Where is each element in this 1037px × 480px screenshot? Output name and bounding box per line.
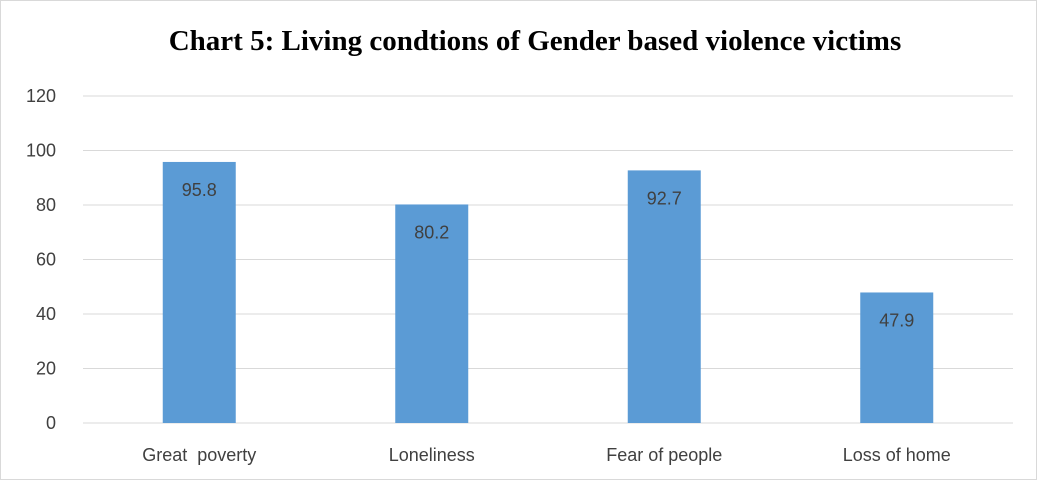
data-label: 47.9 [879,310,914,330]
x-category-label: Loneliness [389,445,475,465]
bar [860,292,934,423]
data-label: 95.8 [182,180,217,200]
x-category-label: Fear of people [606,445,722,465]
y-tick-label: 80 [36,195,56,215]
gridlines [83,95,1013,424]
y-tick-label: 40 [36,304,56,324]
x-category-label: Loss of home [843,445,951,465]
bar [627,170,701,423]
y-tick-label: 100 [26,141,56,161]
data-label: 92.7 [647,188,682,208]
y-tick-label: 0 [46,413,56,433]
bar [395,204,469,423]
bar [162,161,236,423]
x-axis-category-labels: Great poverty Loneliness Fear of people Los… [142,445,951,465]
data-label: 80.2 [414,222,449,242]
chart-title: Chart 5: Living condtions of Gender base… [169,25,902,57]
y-tick-label: 60 [36,250,56,270]
y-tick-label: 120 [26,86,56,106]
data-labels: 95.8 80.2 92.7 47.9 [182,180,915,331]
bars [162,161,934,423]
y-axis-tick-labels: 0 20 40 60 80 100 120 [26,86,56,433]
y-tick-label: 20 [36,359,56,379]
x-category-label: Great poverty [142,445,256,465]
